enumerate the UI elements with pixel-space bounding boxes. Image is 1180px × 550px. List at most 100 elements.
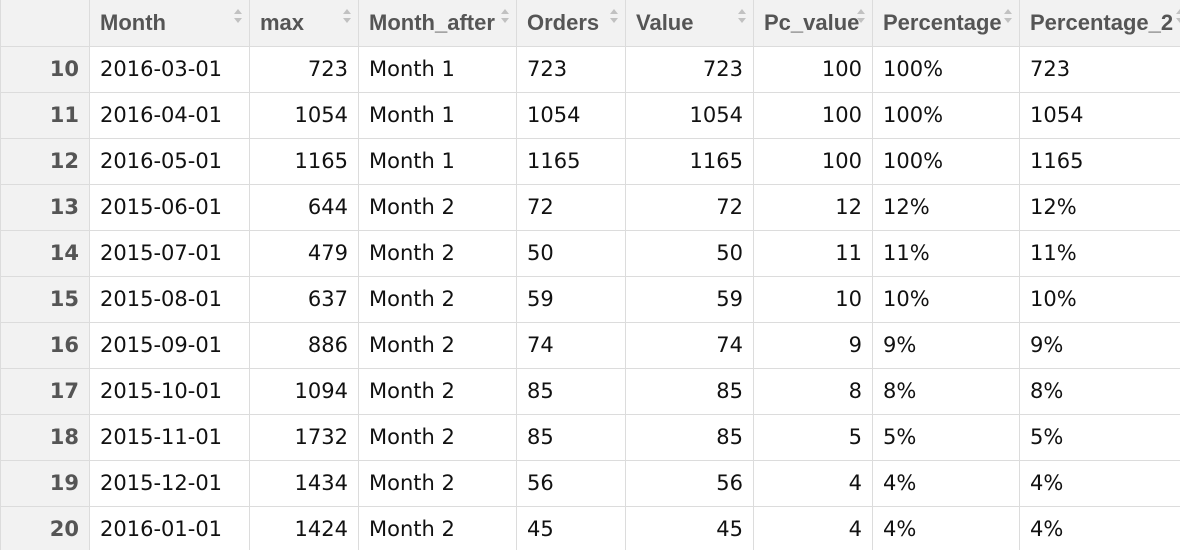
table-row: 16 2015-09-01 886 Month 2 74 74 9 9% 9% [0, 321, 1180, 369]
sort-arrows-icon[interactable] [856, 8, 866, 24]
row-number: 18 [0, 413, 90, 461]
column-header-value[interactable]: Value [625, 0, 754, 47]
row-number: 20 [0, 505, 90, 550]
table-cell-month: 2016-03-01 [89, 45, 250, 93]
column-header-label: max [260, 9, 305, 35]
table-cell-orders: 1165 [516, 137, 626, 185]
row-number: 19 [0, 459, 90, 507]
table-cell-value: 56 [625, 459, 754, 507]
row-number: 13 [0, 183, 90, 231]
table-row: 18 2015-11-01 1732 Month 2 85 85 5 5% 5% [0, 413, 1180, 461]
table-cell-month-after: Month 2 [358, 459, 517, 507]
table-cell-value: 1165 [625, 137, 754, 185]
table-cell-percentage-2: 10% [1019, 275, 1180, 323]
table-cell-value: 59 [625, 275, 754, 323]
table-cell-max: 723 [249, 45, 359, 93]
row-number: 17 [0, 367, 90, 415]
table-cell-percentage-2: 8% [1019, 367, 1180, 415]
table-cell-pc-value: 8 [753, 367, 873, 415]
table-cell-percentage-2: 1054 [1019, 91, 1180, 139]
sort-arrows-icon[interactable] [1003, 8, 1013, 24]
column-header-month[interactable]: Month [89, 0, 250, 47]
column-header-month-after[interactable]: Month_after [358, 0, 517, 47]
table-cell-percentage-2: 12% [1019, 183, 1180, 231]
table-cell-percentage: 100% [872, 91, 1020, 139]
table-cell-value: 74 [625, 321, 754, 369]
table-cell-month-after: Month 1 [358, 137, 517, 185]
table-cell-orders: 85 [516, 413, 626, 461]
table-cell-percentage: 5% [872, 413, 1020, 461]
table-cell-percentage: 10% [872, 275, 1020, 323]
table-cell-value: 50 [625, 229, 754, 277]
column-header-orders[interactable]: Orders [516, 0, 626, 47]
table-cell-pc-value: 5 [753, 413, 873, 461]
column-header-label: Percentage_2 [1030, 9, 1174, 35]
table-cell-percentage: 9% [872, 321, 1020, 369]
table-cell-month: 2015-11-01 [89, 413, 250, 461]
sort-arrows-icon[interactable] [233, 8, 243, 24]
sort-arrows-icon[interactable] [1175, 8, 1180, 24]
table-row: 12 2016-05-01 1165 Month 1 1165 1165 100 100% 11… [0, 137, 1180, 185]
table-cell-max: 1424 [249, 505, 359, 550]
sort-arrows-icon[interactable] [609, 8, 619, 24]
table-cell-month-after: Month 2 [358, 367, 517, 415]
row-number: 16 [0, 321, 90, 369]
table-cell-percentage-2: 5% [1019, 413, 1180, 461]
table-cell-value: 723 [625, 45, 754, 93]
sort-arrows-icon[interactable] [342, 8, 352, 24]
table-cell-percentage: 4% [872, 505, 1020, 550]
table-cell-pc-value: 4 [753, 459, 873, 507]
table-cell-month-after: Month 1 [358, 45, 517, 93]
table-cell-month: 2015-09-01 [89, 321, 250, 369]
table-cell-orders: 56 [516, 459, 626, 507]
table-cell-pc-value: 100 [753, 137, 873, 185]
table-cell-percentage-2: 1165 [1019, 137, 1180, 185]
table-cell-pc-value: 100 [753, 45, 873, 93]
row-number: 11 [0, 91, 90, 139]
table-cell-month: 2015-08-01 [89, 275, 250, 323]
table-body: 10 2016-03-01 723 Month 1 723 723 100 100% 723 11… [0, 45, 1180, 550]
column-header-percentage-2[interactable]: Percentage_2 [1019, 0, 1180, 47]
table-cell-orders: 72 [516, 183, 626, 231]
table-row: 19 2015-12-01 1434 Month 2 56 56 4 4% 4% [0, 459, 1180, 507]
table-cell-month: 2015-06-01 [89, 183, 250, 231]
table-row: 13 2015-06-01 644 Month 2 72 72 12 12% 12% [0, 183, 1180, 231]
table-cell-orders: 59 [516, 275, 626, 323]
table-cell-month-after: Month 2 [358, 505, 517, 550]
row-number: 15 [0, 275, 90, 323]
table-cell-orders: 85 [516, 367, 626, 415]
table-row: 20 2016-01-01 1424 Month 2 45 45 4 4% 4% [0, 505, 1180, 550]
table-cell-pc-value: 9 [753, 321, 873, 369]
table-cell-month: 2016-01-01 [89, 505, 250, 550]
table-cell-percentage: 4% [872, 459, 1020, 507]
table-cell-max: 1094 [249, 367, 359, 415]
row-number: 10 [0, 45, 90, 93]
column-header-pc-value[interactable]: Pc_value [753, 0, 873, 47]
table-cell-max: 1054 [249, 91, 359, 139]
table-cell-month: 2016-05-01 [89, 137, 250, 185]
column-header-label: Month_after [369, 9, 495, 35]
column-header-percentage[interactable]: Percentage [872, 0, 1020, 47]
column-header-max[interactable]: max [249, 0, 359, 47]
table-cell-max: 1732 [249, 413, 359, 461]
column-header-label: Month [100, 9, 166, 35]
sort-arrows-icon[interactable] [737, 8, 747, 24]
column-header-label: Pc_value [764, 9, 860, 35]
table-cell-month: 2015-07-01 [89, 229, 250, 277]
table-cell-month-after: Month 2 [358, 321, 517, 369]
table-cell-value: 1054 [625, 91, 754, 139]
table-cell-percentage-2: 11% [1019, 229, 1180, 277]
table-cell-orders: 45 [516, 505, 626, 550]
sort-arrows-icon[interactable] [500, 8, 510, 24]
table-cell-percentage-2: 723 [1019, 45, 1180, 93]
table-cell-month-after: Month 1 [358, 91, 517, 139]
table-cell-orders: 50 [516, 229, 626, 277]
table-cell-month: 2015-10-01 [89, 367, 250, 415]
column-header-label: Orders [527, 9, 600, 35]
table-cell-orders: 74 [516, 321, 626, 369]
table-cell-percentage-2: 4% [1019, 505, 1180, 550]
table-cell-max: 1165 [249, 137, 359, 185]
table-cell-max: 479 [249, 229, 359, 277]
